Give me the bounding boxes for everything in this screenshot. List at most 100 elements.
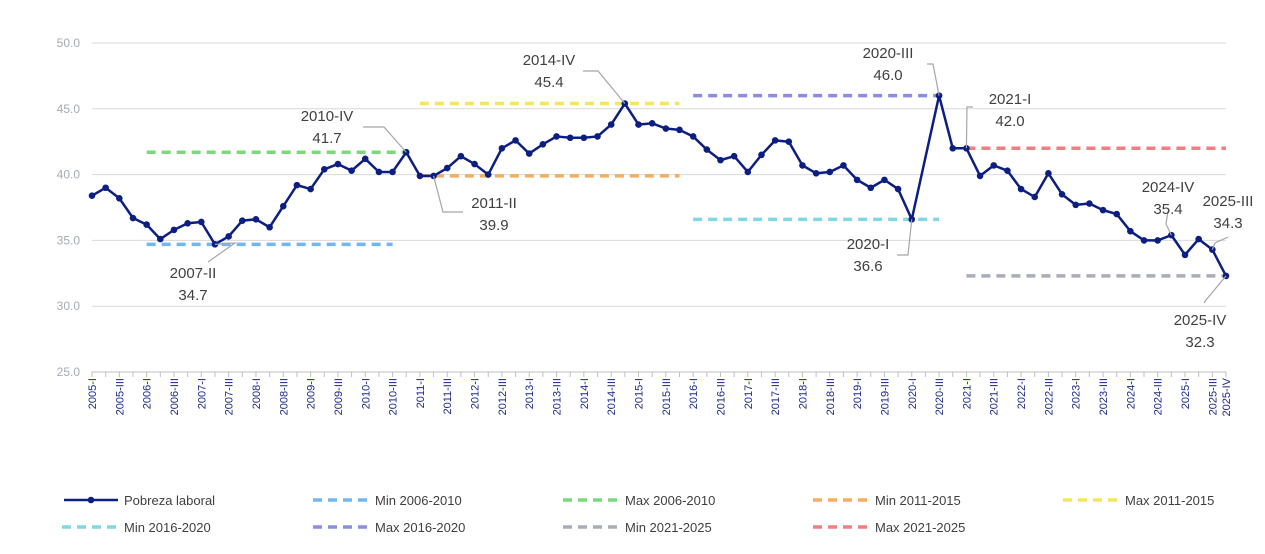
annotation-period: 2020-I [847,236,890,253]
annotation-value: 45.4 [534,74,563,91]
y-tick-label: 30.0 [57,299,81,313]
x-tick-label: 2017-I [743,378,755,409]
data-point [1195,235,1202,243]
data-point [580,134,588,142]
x-tick-label: 2007-III [224,378,236,415]
annotation-leader [927,63,940,96]
data-point [348,167,355,174]
x-tick-label: 2019-I [852,378,864,409]
data-point [1099,206,1107,214]
annotation-leader [363,126,407,153]
x-tick-label: 2020-I [907,378,919,409]
data-point [102,184,109,192]
x-tick-label: 2012-III [497,378,509,415]
x-tick-label: 2008-I [251,378,263,409]
data-point [894,185,902,193]
annotation-leader [1203,275,1227,304]
data-point [88,192,96,199]
x-tick-label: 2025-III [1207,378,1219,415]
x-tick-label: 2009-I [306,378,318,409]
data-point [307,185,314,193]
data-point [1058,191,1066,198]
y-tick-label: 35.0 [57,233,81,247]
annotation-leader [432,175,463,213]
data-point [1031,193,1039,201]
data-point [1017,185,1025,193]
data-point [116,194,123,202]
x-tick-label: 2016-I [688,378,700,409]
x-tick-label: 2015-III [661,378,673,415]
x-tick-label: 2018-I [797,378,809,409]
x-tick-label: 2025-IV [1221,377,1233,416]
x-tick-label: 2007-I [196,378,208,409]
data-point [730,152,738,160]
annotation-value: 41.7 [312,130,341,147]
data-point [1004,167,1011,174]
data-point [471,160,478,168]
x-tick-label: 2025-I [1180,378,1192,409]
data-point [853,176,861,184]
annotation-leader [1165,210,1172,236]
data-point [881,176,888,184]
x-tick-label: 2010-I [360,378,372,409]
data-point [389,168,396,176]
data-point [184,219,191,227]
annotation-leader [897,219,913,256]
series-pobreza-laboral [88,92,1230,280]
x-tick-label: 2011-III [442,378,454,415]
data-point [1072,201,1080,209]
x-tick-label: 2017-III [770,378,782,415]
data-point [553,133,560,140]
x-tick-label: 2021-I [961,378,973,409]
data-point [525,150,533,157]
data-point [512,137,519,144]
x-tick-label: 2013-III [552,378,564,415]
data-point [867,184,875,192]
data-point [361,155,369,163]
data-point [594,133,601,140]
annotation-period: 2021-I [989,91,1032,108]
reference-lines [146,93,1226,278]
data-point [785,138,793,145]
x-tick-label: 2021-III [989,378,1001,415]
annotation-value: 34.7 [178,287,207,304]
data-point [607,121,615,128]
annotation-period: 2010-IV [301,108,354,125]
x-tick-label: 2008-III [278,378,290,415]
annotation-period: 2011-II [471,195,517,212]
data-point [1181,251,1189,259]
x-tick-label: 2006-I [142,378,154,409]
data-point [252,216,260,223]
data-point [1113,210,1120,218]
data-point [539,141,547,148]
data-point [279,202,287,210]
data-point [293,181,301,189]
annotation-value: 35.4 [1153,201,1182,218]
x-tick-label: 2018-III [825,378,837,415]
data-point [717,156,724,164]
annotation-leader [965,106,973,149]
annotation-period: 2024-IV [1142,179,1195,196]
data-point [1127,227,1134,235]
x-tick-label: 2013-I [524,378,536,409]
annotation-value: 32.3 [1185,334,1214,351]
data-point [758,151,765,159]
data-point [266,223,273,231]
x-tick-label: 2020-III [934,378,946,415]
x-tick-label: 2022-III [1043,378,1055,415]
y-axis: 25.0 30.0 35.0 40.0 45.0 50.0 [57,36,81,379]
x-tick-label: 2014-III [606,378,618,415]
x-tick-label: 2015-I [634,378,646,409]
data-point [1045,169,1052,177]
data-point [416,172,424,180]
annotation-leader [1211,236,1229,250]
data-point [990,162,998,169]
x-tick-label: 2006-III [169,378,181,415]
data-point [1154,237,1161,244]
data-point [689,133,697,140]
data-point [648,119,656,127]
data-point [840,162,847,169]
data-point [676,126,683,134]
annotation-period: 2020-III [863,45,914,62]
annotation-leader [207,242,238,263]
